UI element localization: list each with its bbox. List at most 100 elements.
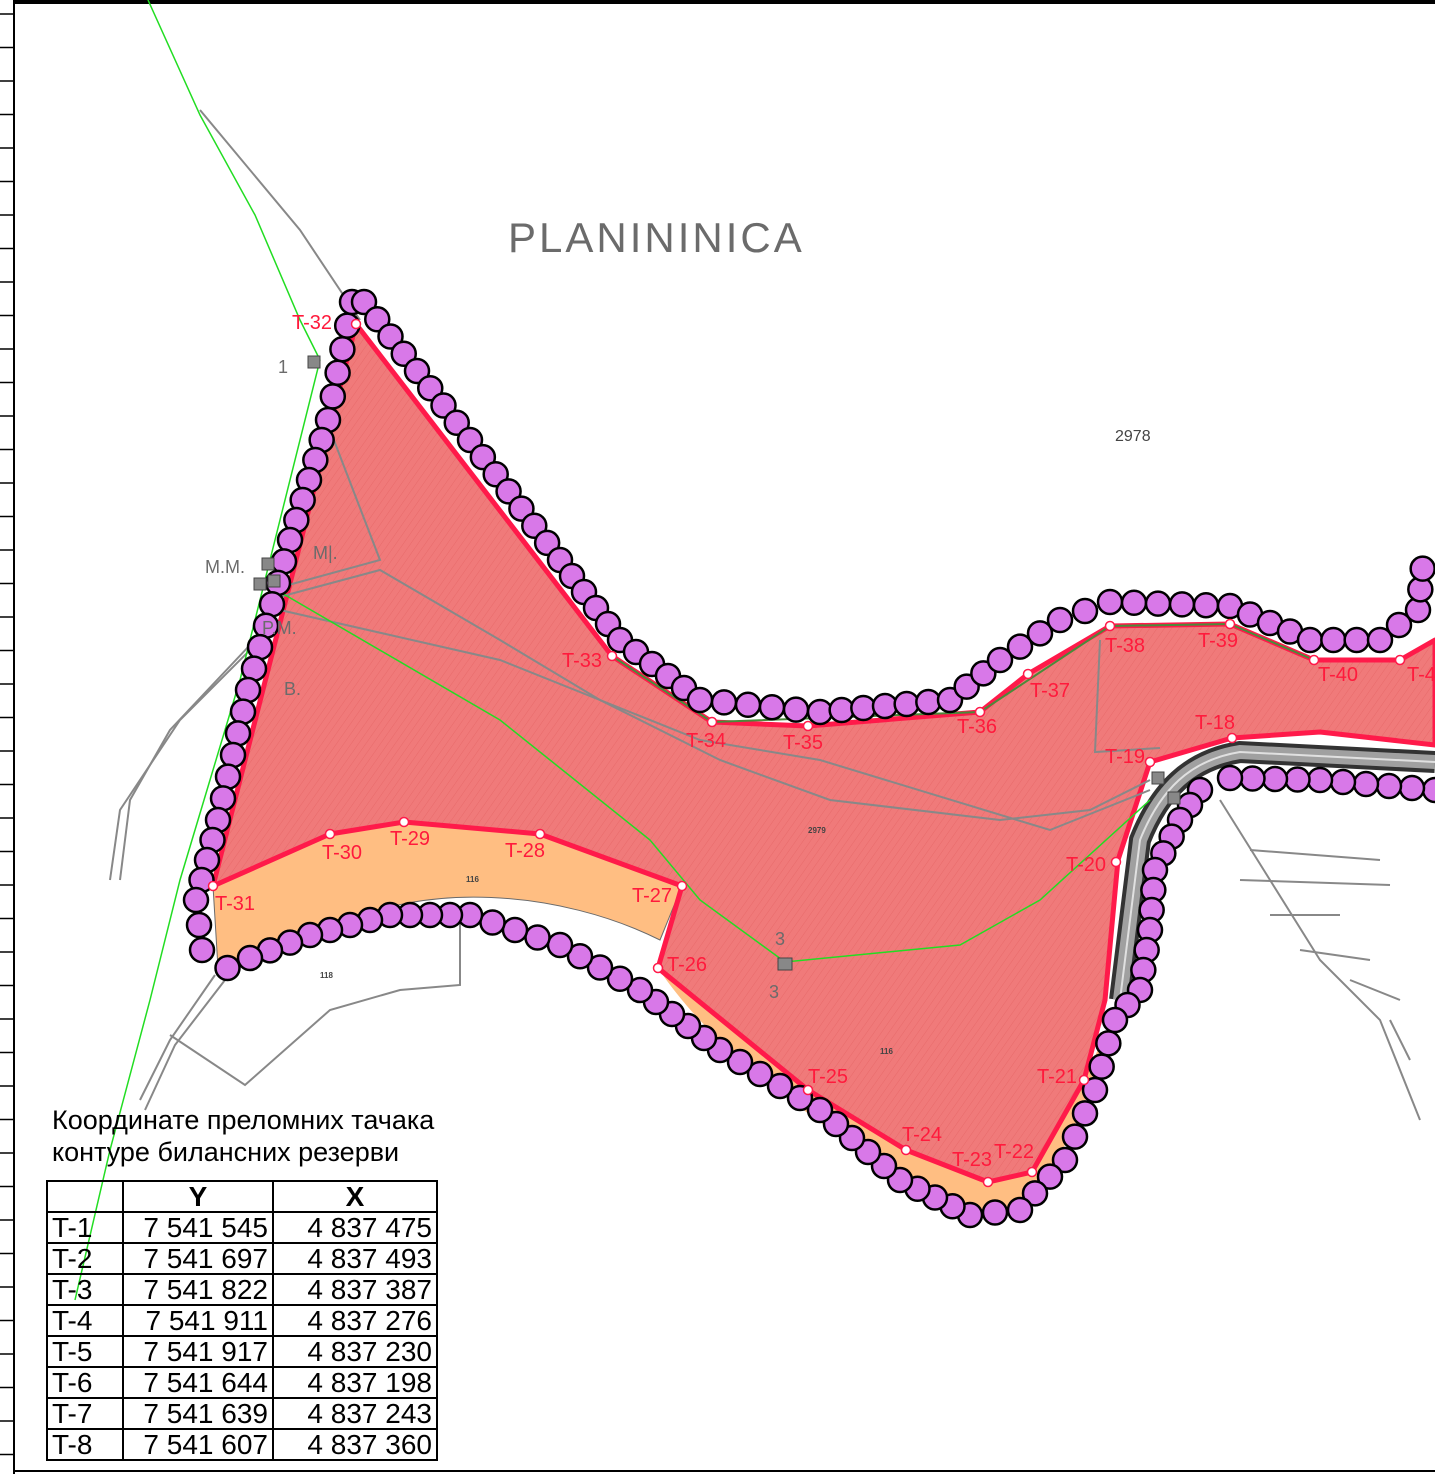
point-id: T-8 — [46, 1428, 124, 1461]
breakpoint-label: T-25 — [808, 1066, 848, 1088]
caption-line-1: Координате преломних тачака — [52, 1105, 435, 1135]
vertex-marker — [606, 650, 618, 662]
frame-border — [14, 0, 1435, 4]
survey-markers — [253, 355, 1181, 971]
coord-y: 7 541 644 — [122, 1366, 274, 1399]
table-row: T-3 7 541 822 4 837 387 — [46, 1273, 438, 1306]
buffer-circle — [1046, 606, 1074, 634]
vertex-marker — [1226, 732, 1238, 744]
buffer-circle — [1239, 765, 1266, 792]
buffer-circle — [350, 288, 378, 316]
buffer-circle — [586, 954, 614, 981]
table-row: T-5 7 541 917 4 837 230 — [46, 1335, 438, 1368]
caption-line-2: контуре билансних резерви — [52, 1137, 400, 1167]
parcel-number-2978: 2978 — [1115, 428, 1151, 445]
buffer-circle — [214, 763, 242, 790]
coord-x: 4 837 243 — [272, 1397, 438, 1430]
table-row: T-7 7 541 639 4 837 243 — [46, 1397, 438, 1430]
table-header-row: Y X — [46, 1180, 438, 1213]
buffer-circle — [479, 909, 506, 936]
buffer-circle — [626, 976, 654, 1004]
buffer-circle — [986, 646, 1014, 674]
breakpoint-vertices — [207, 318, 1406, 1188]
buffer-circle — [319, 383, 347, 410]
point-id: T-2 — [46, 1242, 124, 1275]
coord-y: 7 541 911 — [122, 1304, 274, 1337]
breakpoint-label: T-33 — [562, 650, 602, 672]
buffer-circle — [806, 1096, 834, 1124]
buffer-circle — [566, 943, 594, 970]
vertex-marker — [1144, 756, 1156, 768]
header-id — [46, 1180, 124, 1213]
buffer-circle — [324, 359, 351, 387]
buffer-circle — [1071, 1100, 1099, 1127]
parcel-number-2979: 2979 — [808, 826, 826, 835]
buffer-circle — [229, 698, 257, 725]
buffer-circle — [1261, 765, 1289, 793]
vertex-marker — [1394, 654, 1406, 666]
coordinates-table: Y X T-1 7 541 545 4 837 475 T-2 7 541 697 4 … — [46, 1180, 438, 1461]
breakpoint-label: T-23 — [952, 1149, 992, 1171]
buffer-circle — [871, 692, 899, 720]
buffer-circle — [1061, 1123, 1089, 1150]
vertex-marker — [802, 1084, 814, 1096]
point-id: T-5 — [46, 1335, 124, 1368]
buffer-circle — [915, 688, 942, 716]
buffer-circle — [1026, 620, 1054, 647]
buffer-circle — [1096, 588, 1124, 616]
point-id: T-1 — [46, 1211, 124, 1244]
buffer-circle — [224, 720, 252, 747]
vertex-marker — [652, 962, 664, 974]
buffer-circle — [766, 1072, 794, 1100]
buffer-circle — [686, 686, 714, 714]
coord-x: 4 837 198 — [272, 1366, 438, 1399]
label-three-top: 3 — [775, 929, 785, 949]
buffer-circle — [546, 931, 574, 959]
buffer-circle — [443, 409, 470, 436]
buffer-circle — [234, 676, 262, 704]
parcel-number-116-a: 116 — [466, 875, 479, 884]
label-pm: P.M. — [262, 618, 297, 638]
buffer-circle — [403, 357, 431, 385]
coord-y: 7 541 697 — [122, 1242, 274, 1275]
buffer-circle — [1006, 633, 1034, 660]
breakpoint-label: T-24 — [902, 1124, 942, 1146]
vertex-marker — [1308, 654, 1320, 666]
header-y: Y — [122, 1180, 274, 1213]
parcel-number-118: 118 — [320, 971, 333, 980]
coord-x: 4 837 230 — [272, 1335, 438, 1368]
table-row: T-4 7 541 911 4 837 276 — [46, 1304, 438, 1337]
table-row: T-1 7 541 545 4 837 475 — [46, 1211, 438, 1244]
buffer-circle — [1095, 1030, 1122, 1057]
buffer-circle — [501, 916, 529, 944]
buffer-circle — [236, 944, 264, 972]
buffer-circle — [893, 690, 920, 718]
vertex-marker — [974, 706, 986, 718]
buffer-circle — [524, 924, 551, 951]
buffer-circle — [1081, 1076, 1109, 1104]
vertex-marker — [706, 716, 718, 728]
buffer-circle-chain — [182, 288, 1435, 1229]
coord-y: 7 541 545 — [122, 1211, 274, 1244]
buffer-circle — [1385, 611, 1413, 639]
breakpoint-label: T-32 — [292, 312, 332, 334]
buffer-circle — [1296, 626, 1324, 654]
table-row: T-6 7 541 644 4 837 198 — [46, 1366, 438, 1399]
breakpoint-label: T-34 — [686, 730, 726, 752]
breakpoint-label: T-29 — [390, 828, 430, 850]
buffer-circle — [782, 696, 810, 723]
parcel-number-116-b: 116 — [880, 1047, 893, 1056]
buffer-circle — [1343, 626, 1370, 654]
buffer-circle — [377, 323, 404, 350]
vertex-marker — [1110, 856, 1122, 868]
buffer-circle — [1006, 1196, 1034, 1224]
buffer-circle — [758, 693, 786, 721]
buffer-circle — [1192, 591, 1220, 619]
coord-x: 4 837 276 — [272, 1304, 438, 1337]
locality-name: PLANININICA — [508, 214, 805, 261]
vertex-marker — [982, 1176, 994, 1188]
point-id: T-7 — [46, 1397, 124, 1430]
buffer-circle — [1366, 626, 1394, 654]
buffer-circle — [1088, 1053, 1115, 1080]
